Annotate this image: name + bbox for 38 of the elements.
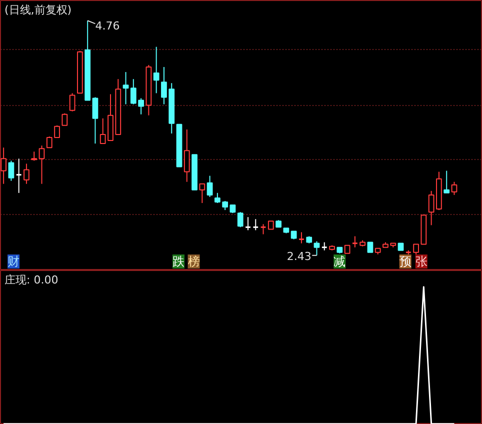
- candlestick: [298, 232, 305, 244]
- candlestick: [46, 136, 52, 148]
- candlestick: [199, 183, 206, 204]
- candlestick: [451, 181, 458, 196]
- chart-title: 庄现: 0.00: [4, 274, 58, 286]
- candlestick: [69, 92, 76, 112]
- candlestick: [38, 145, 45, 184]
- candlestick: [16, 158, 22, 194]
- candlestick: [252, 218, 259, 231]
- candlestick: [24, 163, 30, 184]
- annotation: 预: [399, 254, 412, 268]
- annotation: 跌: [172, 254, 184, 268]
- candlestick: [153, 46, 160, 94]
- candlestick: [352, 236, 358, 248]
- candlestick: [244, 216, 252, 231]
- candlestick: [222, 200, 228, 211]
- candlestick: [0, 147, 6, 184]
- annotation: 张: [415, 254, 428, 268]
- annotation: 财: [7, 254, 20, 268]
- annotation: 榜: [188, 254, 200, 268]
- candlestick: [62, 112, 68, 126]
- candlestick: [184, 128, 190, 182]
- annotation: 2.43: [286, 250, 312, 263]
- candlestick: [214, 192, 220, 204]
- candlestick: [92, 96, 98, 144]
- chart-title: (日线,前复权): [4, 4, 72, 16]
- candlestick: [8, 160, 14, 182]
- annotation: 减: [334, 254, 346, 268]
- annotation: 4.76: [95, 20, 120, 33]
- candlestick: [54, 124, 60, 138]
- candlestick: [122, 72, 129, 105]
- candlestick: [260, 224, 266, 235]
- candlestick: [31, 151, 38, 162]
- candlestick: [367, 242, 374, 253]
- candlestick: [444, 170, 450, 194]
- candlestick: [206, 175, 213, 198]
- candlestick: [237, 212, 244, 228]
- candlestick: [314, 240, 320, 256]
